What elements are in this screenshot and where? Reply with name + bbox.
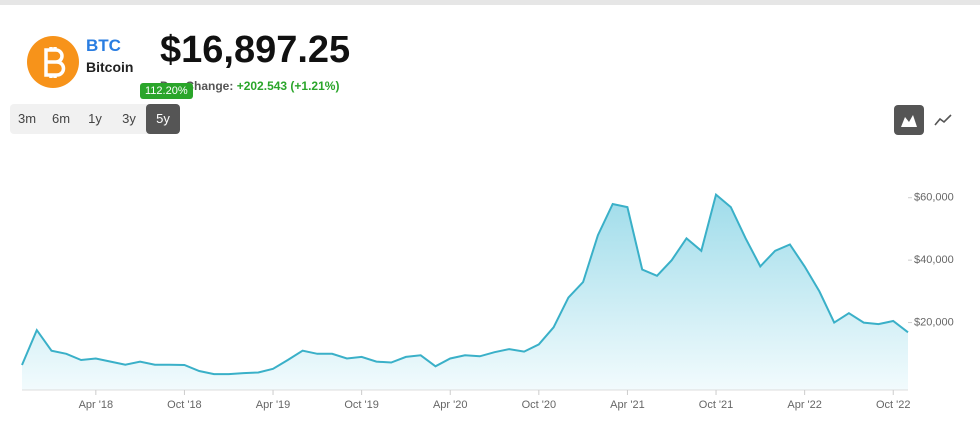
- price-line: [21, 192, 909, 376]
- range-button[interactable]: 1y: [88, 111, 102, 126]
- range-badge: 112.20%: [140, 83, 193, 99]
- x-tick-label: Oct '22: [876, 399, 911, 411]
- x-tick-label: Apr '18: [79, 399, 114, 411]
- range-button[interactable]: 3m: [17, 111, 37, 126]
- range-button[interactable]: 5y: [146, 104, 180, 134]
- change-value: +202.543 (+1.21%): [236, 79, 340, 93]
- x-tick-label: Apr '22: [787, 399, 822, 411]
- symbol: BTC: [86, 36, 121, 55]
- coin-name: Bitcoin: [86, 59, 134, 75]
- y-tick-label: $60,000: [914, 192, 954, 204]
- chart: $20,000 $40,000 $60,000 Apr '18 Oct '18 Apr '…: [21, 192, 954, 411]
- x-tick-label: Oct '21: [699, 399, 734, 411]
- line-toggle[interactable]: [928, 105, 958, 135]
- y-tick-label: $40,000: [914, 254, 954, 266]
- range-button[interactable]: 6m: [51, 111, 71, 126]
- x-tick-label: Apr '21: [610, 399, 645, 411]
- x-tick-label: Apr '19: [256, 399, 291, 411]
- range-buttons: 3m 6m 1y 3y 5y: [10, 104, 180, 134]
- logo: [27, 36, 79, 88]
- x-tick-label: Oct '20: [522, 399, 557, 411]
- area-fill: [22, 194, 908, 390]
- x-tick-label: Apr '20: [433, 399, 468, 411]
- range-button[interactable]: 3y: [122, 111, 136, 126]
- price: $16,897.25: [160, 29, 351, 71]
- x-tick-label: Oct '19: [344, 399, 379, 411]
- area-toggle[interactable]: [894, 105, 924, 135]
- x-tick-label: Oct '18: [167, 399, 202, 411]
- y-tick-label: $20,000: [914, 316, 954, 328]
